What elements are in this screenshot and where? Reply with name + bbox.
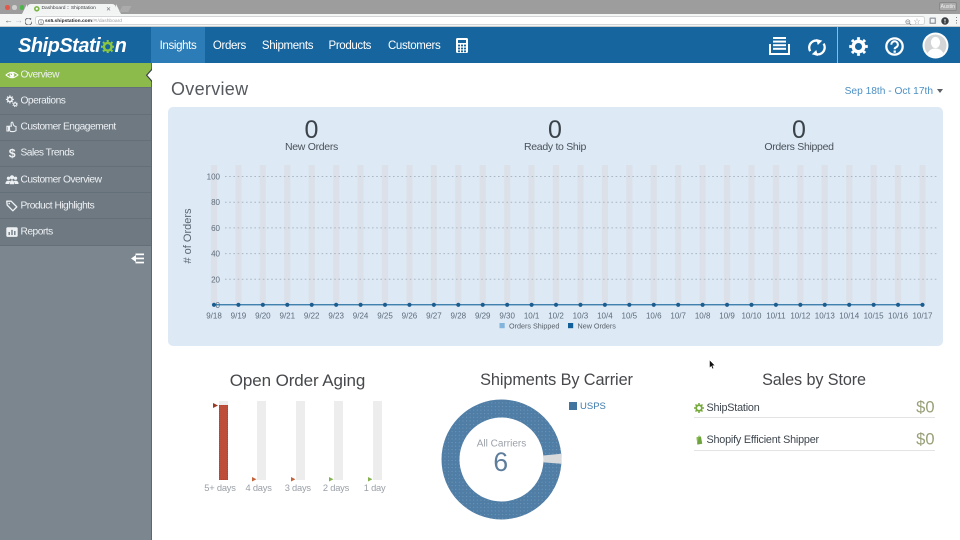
- svg-text:9/19: 9/19: [231, 311, 247, 320]
- svg-text:$: $: [8, 147, 15, 161]
- svg-text:10/6: 10/6: [646, 311, 662, 320]
- svg-text:9/21: 9/21: [280, 311, 296, 320]
- svg-text:10/14: 10/14: [839, 311, 860, 320]
- svg-text:10/12: 10/12: [790, 311, 811, 320]
- svg-text:10/9: 10/9: [719, 311, 735, 320]
- svg-text:10/7: 10/7: [670, 311, 686, 320]
- svg-text:10/17: 10/17: [912, 311, 933, 320]
- svg-text:9/22: 9/22: [304, 311, 320, 320]
- svg-text:9/28: 9/28: [451, 311, 467, 320]
- svg-text:40: 40: [211, 250, 220, 259]
- svg-text:10/8: 10/8: [695, 311, 711, 320]
- svg-text:Orders Shipped: Orders Shipped: [509, 322, 559, 331]
- svg-text:# of Orders: # of Orders: [182, 208, 194, 264]
- svg-text:10/11: 10/11: [766, 311, 786, 320]
- svg-text:10/5: 10/5: [622, 311, 638, 320]
- svg-text:9/20: 9/20: [255, 311, 271, 320]
- svg-text:20: 20: [211, 275, 220, 284]
- svg-text:9/29: 9/29: [475, 311, 491, 320]
- svg-text:60: 60: [211, 224, 220, 233]
- svg-text:9/18: 9/18: [206, 311, 222, 320]
- svg-text:9/25: 9/25: [377, 311, 393, 320]
- svg-text:80: 80: [211, 198, 220, 207]
- svg-text:10/3: 10/3: [573, 311, 589, 320]
- svg-text:New Orders: New Orders: [578, 322, 617, 331]
- svg-text:10/1: 10/1: [524, 311, 540, 320]
- svg-text:9/30: 9/30: [499, 311, 515, 320]
- svg-text:10/4: 10/4: [597, 311, 613, 320]
- svg-text:9/24: 9/24: [353, 311, 369, 320]
- svg-text:9/26: 9/26: [402, 311, 418, 320]
- svg-text:10/10: 10/10: [741, 311, 762, 320]
- svg-text:6: 6: [493, 447, 508, 477]
- svg-text:100: 100: [207, 173, 221, 182]
- svg-text:9/23: 9/23: [328, 311, 344, 320]
- svg-text:10/16: 10/16: [888, 311, 909, 320]
- svg-text:10/15: 10/15: [864, 311, 885, 320]
- svg-text:9/27: 9/27: [426, 311, 442, 320]
- svg-text:10/13: 10/13: [815, 311, 836, 320]
- svg-text:10/2: 10/2: [548, 311, 564, 320]
- svg-text:All Carriers: All Carriers: [477, 439, 526, 450]
